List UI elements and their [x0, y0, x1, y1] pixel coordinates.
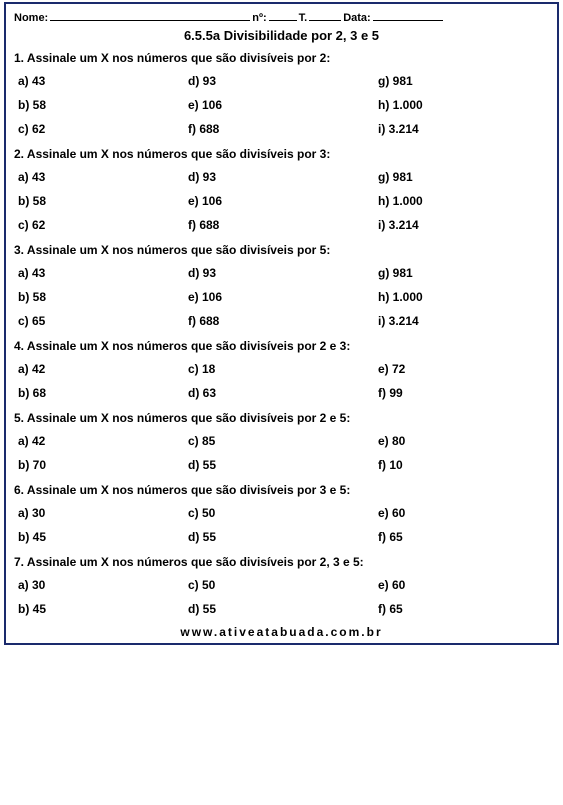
option-row: c) 65f) 688i) 3.214 [14, 309, 549, 333]
option-cell: c) 62 [18, 122, 188, 136]
option-row: a) 30c) 50e) 60 [14, 501, 549, 525]
name-blank [50, 10, 250, 21]
option-row: a) 43d) 93g) 981 [14, 69, 549, 93]
option-row: b) 45d) 55f) 65 [14, 597, 549, 621]
option-cell: f) 688 [188, 218, 378, 232]
t-label: T. [299, 12, 308, 24]
option-cell: a) 43 [18, 170, 188, 184]
worksheet-page: Nome: nº: T. Data: 6.5.5a Divisibilidade… [4, 2, 559, 645]
option-cell: h) 1.000 [378, 98, 549, 112]
option-row: b) 45d) 55f) 65 [14, 525, 549, 549]
option-row: a) 43d) 93g) 981 [14, 165, 549, 189]
number-label: nº: [252, 12, 266, 24]
option-cell: c) 65 [18, 314, 188, 328]
option-cell: c) 18 [188, 362, 378, 376]
option-cell: c) 85 [188, 434, 378, 448]
option-cell: b) 58 [18, 194, 188, 208]
option-cell: d) 63 [188, 386, 378, 400]
worksheet-title: 6.5.5a Divisibilidade por 2, 3 e 5 [14, 28, 549, 43]
option-cell: f) 688 [188, 122, 378, 136]
option-cell: a) 43 [18, 266, 188, 280]
option-cell: d) 55 [188, 602, 378, 616]
option-cell: c) 50 [188, 578, 378, 592]
option-cell: c) 62 [18, 218, 188, 232]
option-cell: a) 30 [18, 506, 188, 520]
option-cell: e) 106 [188, 290, 378, 304]
option-cell: e) 60 [378, 578, 549, 592]
date-label: Data: [343, 12, 371, 24]
question-prompt: 5. Assinale um X nos números que são div… [14, 411, 549, 425]
option-cell: h) 1.000 [378, 194, 549, 208]
option-cell: e) 106 [188, 98, 378, 112]
option-cell: e) 106 [188, 194, 378, 208]
question-prompt: 3. Assinale um X nos números que são div… [14, 243, 549, 257]
name-label: Nome: [14, 12, 48, 24]
question-prompt: 7. Assinale um X nos números que são div… [14, 555, 549, 569]
question-prompt: 1. Assinale um X nos números que são div… [14, 51, 549, 65]
option-cell: g) 981 [378, 266, 549, 280]
option-cell: e) 60 [378, 506, 549, 520]
option-row: c) 62f) 688i) 3.214 [14, 117, 549, 141]
option-cell: h) 1.000 [378, 290, 549, 304]
question-prompt: 6. Assinale um X nos números que são div… [14, 483, 549, 497]
option-cell: a) 30 [18, 578, 188, 592]
option-cell: d) 93 [188, 74, 378, 88]
question-prompt: 4. Assinale um X nos números que são div… [14, 339, 549, 353]
option-cell: i) 3.214 [378, 122, 549, 136]
option-row: b) 70d) 55f) 10 [14, 453, 549, 477]
option-cell: b) 58 [18, 290, 188, 304]
option-cell: d) 55 [188, 530, 378, 544]
option-cell: i) 3.214 [378, 218, 549, 232]
option-cell: a) 43 [18, 74, 188, 88]
option-row: a) 43d) 93g) 981 [14, 261, 549, 285]
option-row: b) 68d) 63f) 99 [14, 381, 549, 405]
option-cell: b) 70 [18, 458, 188, 472]
option-row: c) 62f) 688i) 3.214 [14, 213, 549, 237]
option-cell: f) 10 [378, 458, 549, 472]
option-row: a) 30c) 50e) 60 [14, 573, 549, 597]
option-row: b) 58e) 106h) 1.000 [14, 285, 549, 309]
option-cell: d) 93 [188, 170, 378, 184]
option-cell: g) 981 [378, 74, 549, 88]
option-cell: f) 65 [378, 602, 549, 616]
option-row: a) 42c) 85e) 80 [14, 429, 549, 453]
option-cell: f) 65 [378, 530, 549, 544]
option-cell: g) 981 [378, 170, 549, 184]
t-blank [309, 10, 341, 21]
option-cell: c) 50 [188, 506, 378, 520]
option-cell: a) 42 [18, 362, 188, 376]
option-row: b) 58e) 106h) 1.000 [14, 189, 549, 213]
date-blank [373, 10, 443, 21]
option-cell: b) 45 [18, 602, 188, 616]
option-cell: i) 3.214 [378, 314, 549, 328]
option-cell: e) 72 [378, 362, 549, 376]
number-blank [269, 10, 297, 21]
option-cell: f) 688 [188, 314, 378, 328]
questions-container: 1. Assinale um X nos números que são div… [14, 51, 549, 621]
option-cell: b) 45 [18, 530, 188, 544]
option-cell: e) 80 [378, 434, 549, 448]
option-cell: d) 55 [188, 458, 378, 472]
option-cell: d) 93 [188, 266, 378, 280]
option-cell: a) 42 [18, 434, 188, 448]
option-cell: b) 68 [18, 386, 188, 400]
option-row: b) 58e) 106h) 1.000 [14, 93, 549, 117]
option-cell: b) 58 [18, 98, 188, 112]
option-row: a) 42c) 18e) 72 [14, 357, 549, 381]
question-prompt: 2. Assinale um X nos números que são div… [14, 147, 549, 161]
option-cell: f) 99 [378, 386, 549, 400]
footer-url: www.ativeatabuada.com.br [14, 625, 549, 639]
worksheet-header: Nome: nº: T. Data: [14, 10, 549, 24]
